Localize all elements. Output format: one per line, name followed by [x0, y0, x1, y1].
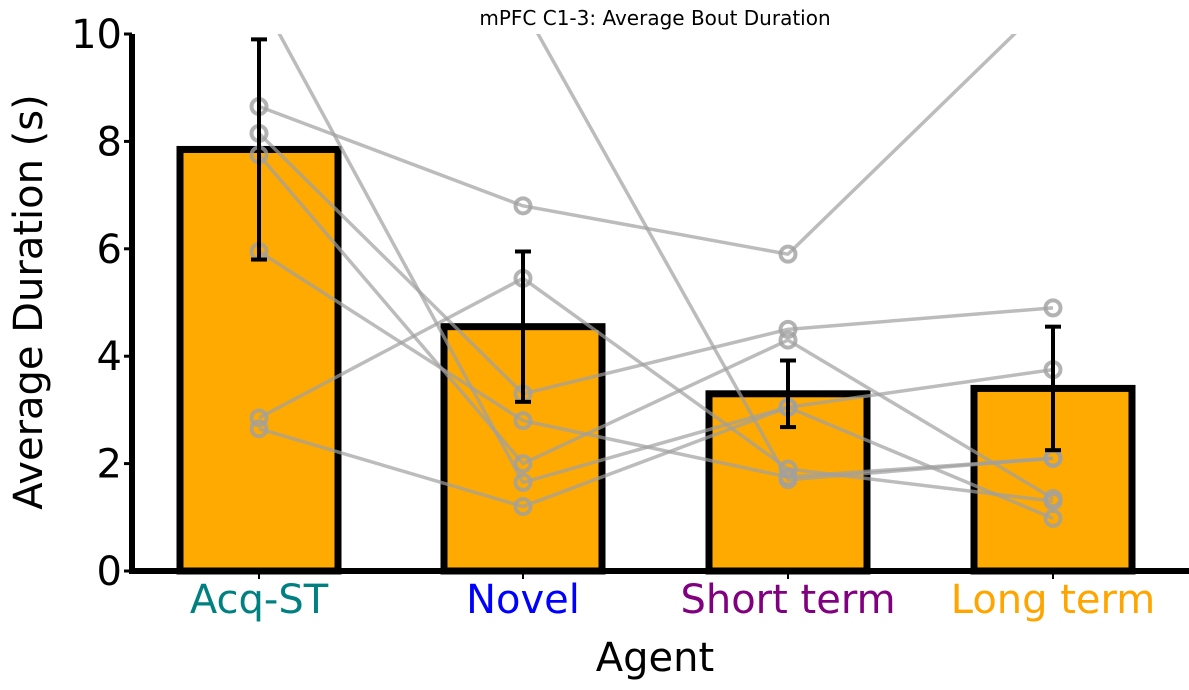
subject-point-3-3: [778, 330, 798, 350]
subject-point-6-2: [513, 497, 533, 517]
subject-line-5: [258, 276, 1054, 503]
subject-point-6-1: [249, 419, 269, 439]
subject-point-5-1: [249, 408, 269, 428]
y-tick-label-10: 10: [71, 12, 122, 58]
subject-point-1-4: [1046, 0, 1061, 4]
x-tick-label-long-term: Long term: [951, 577, 1156, 623]
subject-line-2: [257, 132, 1054, 396]
subject-point-8-3: [778, 470, 798, 490]
subject-line-1: [258, 34, 1017, 256]
x-axis-label: Agent: [596, 635, 714, 681]
subject-line-3: [257, 153, 1054, 501]
subject-point-4-2: [513, 411, 533, 431]
y-tick-label-0: 0: [97, 549, 122, 595]
bar-long-term: [970, 384, 1136, 575]
individual-lines-layer: [249, 0, 1063, 528]
axes-layer: 0 2 4 6 8 10 Acq-ST Novel Short term Long term: [71, 12, 1189, 623]
y-tick-label-6: 6: [97, 227, 122, 273]
subject-line-8: [536, 34, 1054, 482]
y-tick-label-4: 4: [97, 334, 122, 380]
subject-point-7-2: [513, 472, 533, 492]
subject-point-5-4: [1043, 491, 1063, 511]
subject-point-2-4: [1043, 298, 1063, 318]
subject-line-6: [258, 405, 1054, 520]
subject-point-7-1: [252, 0, 267, 4]
error-bars-layer: [251, 37, 1061, 453]
y-tick-label-8: 8: [97, 119, 122, 165]
chart-title: mPFC C1-3: Average Bout Duration: [479, 6, 830, 30]
subject-point-1-2: [513, 196, 533, 216]
subject-point-3-2: [513, 454, 533, 474]
y-tick-label-2: 2: [97, 442, 122, 488]
x-tick-label-novel: Novel: [466, 577, 580, 623]
subject-point-6-4: [1043, 508, 1063, 528]
subject-line-7: [277, 34, 1054, 485]
x-tick-label-acq-st: Acq-ST: [190, 577, 329, 623]
subject-point-1-3: [778, 244, 798, 264]
y-axis-label: Average Duration (s): [6, 94, 52, 509]
x-tick-label-short-term: Short term: [680, 577, 895, 623]
subject-point-2-3: [778, 319, 798, 339]
